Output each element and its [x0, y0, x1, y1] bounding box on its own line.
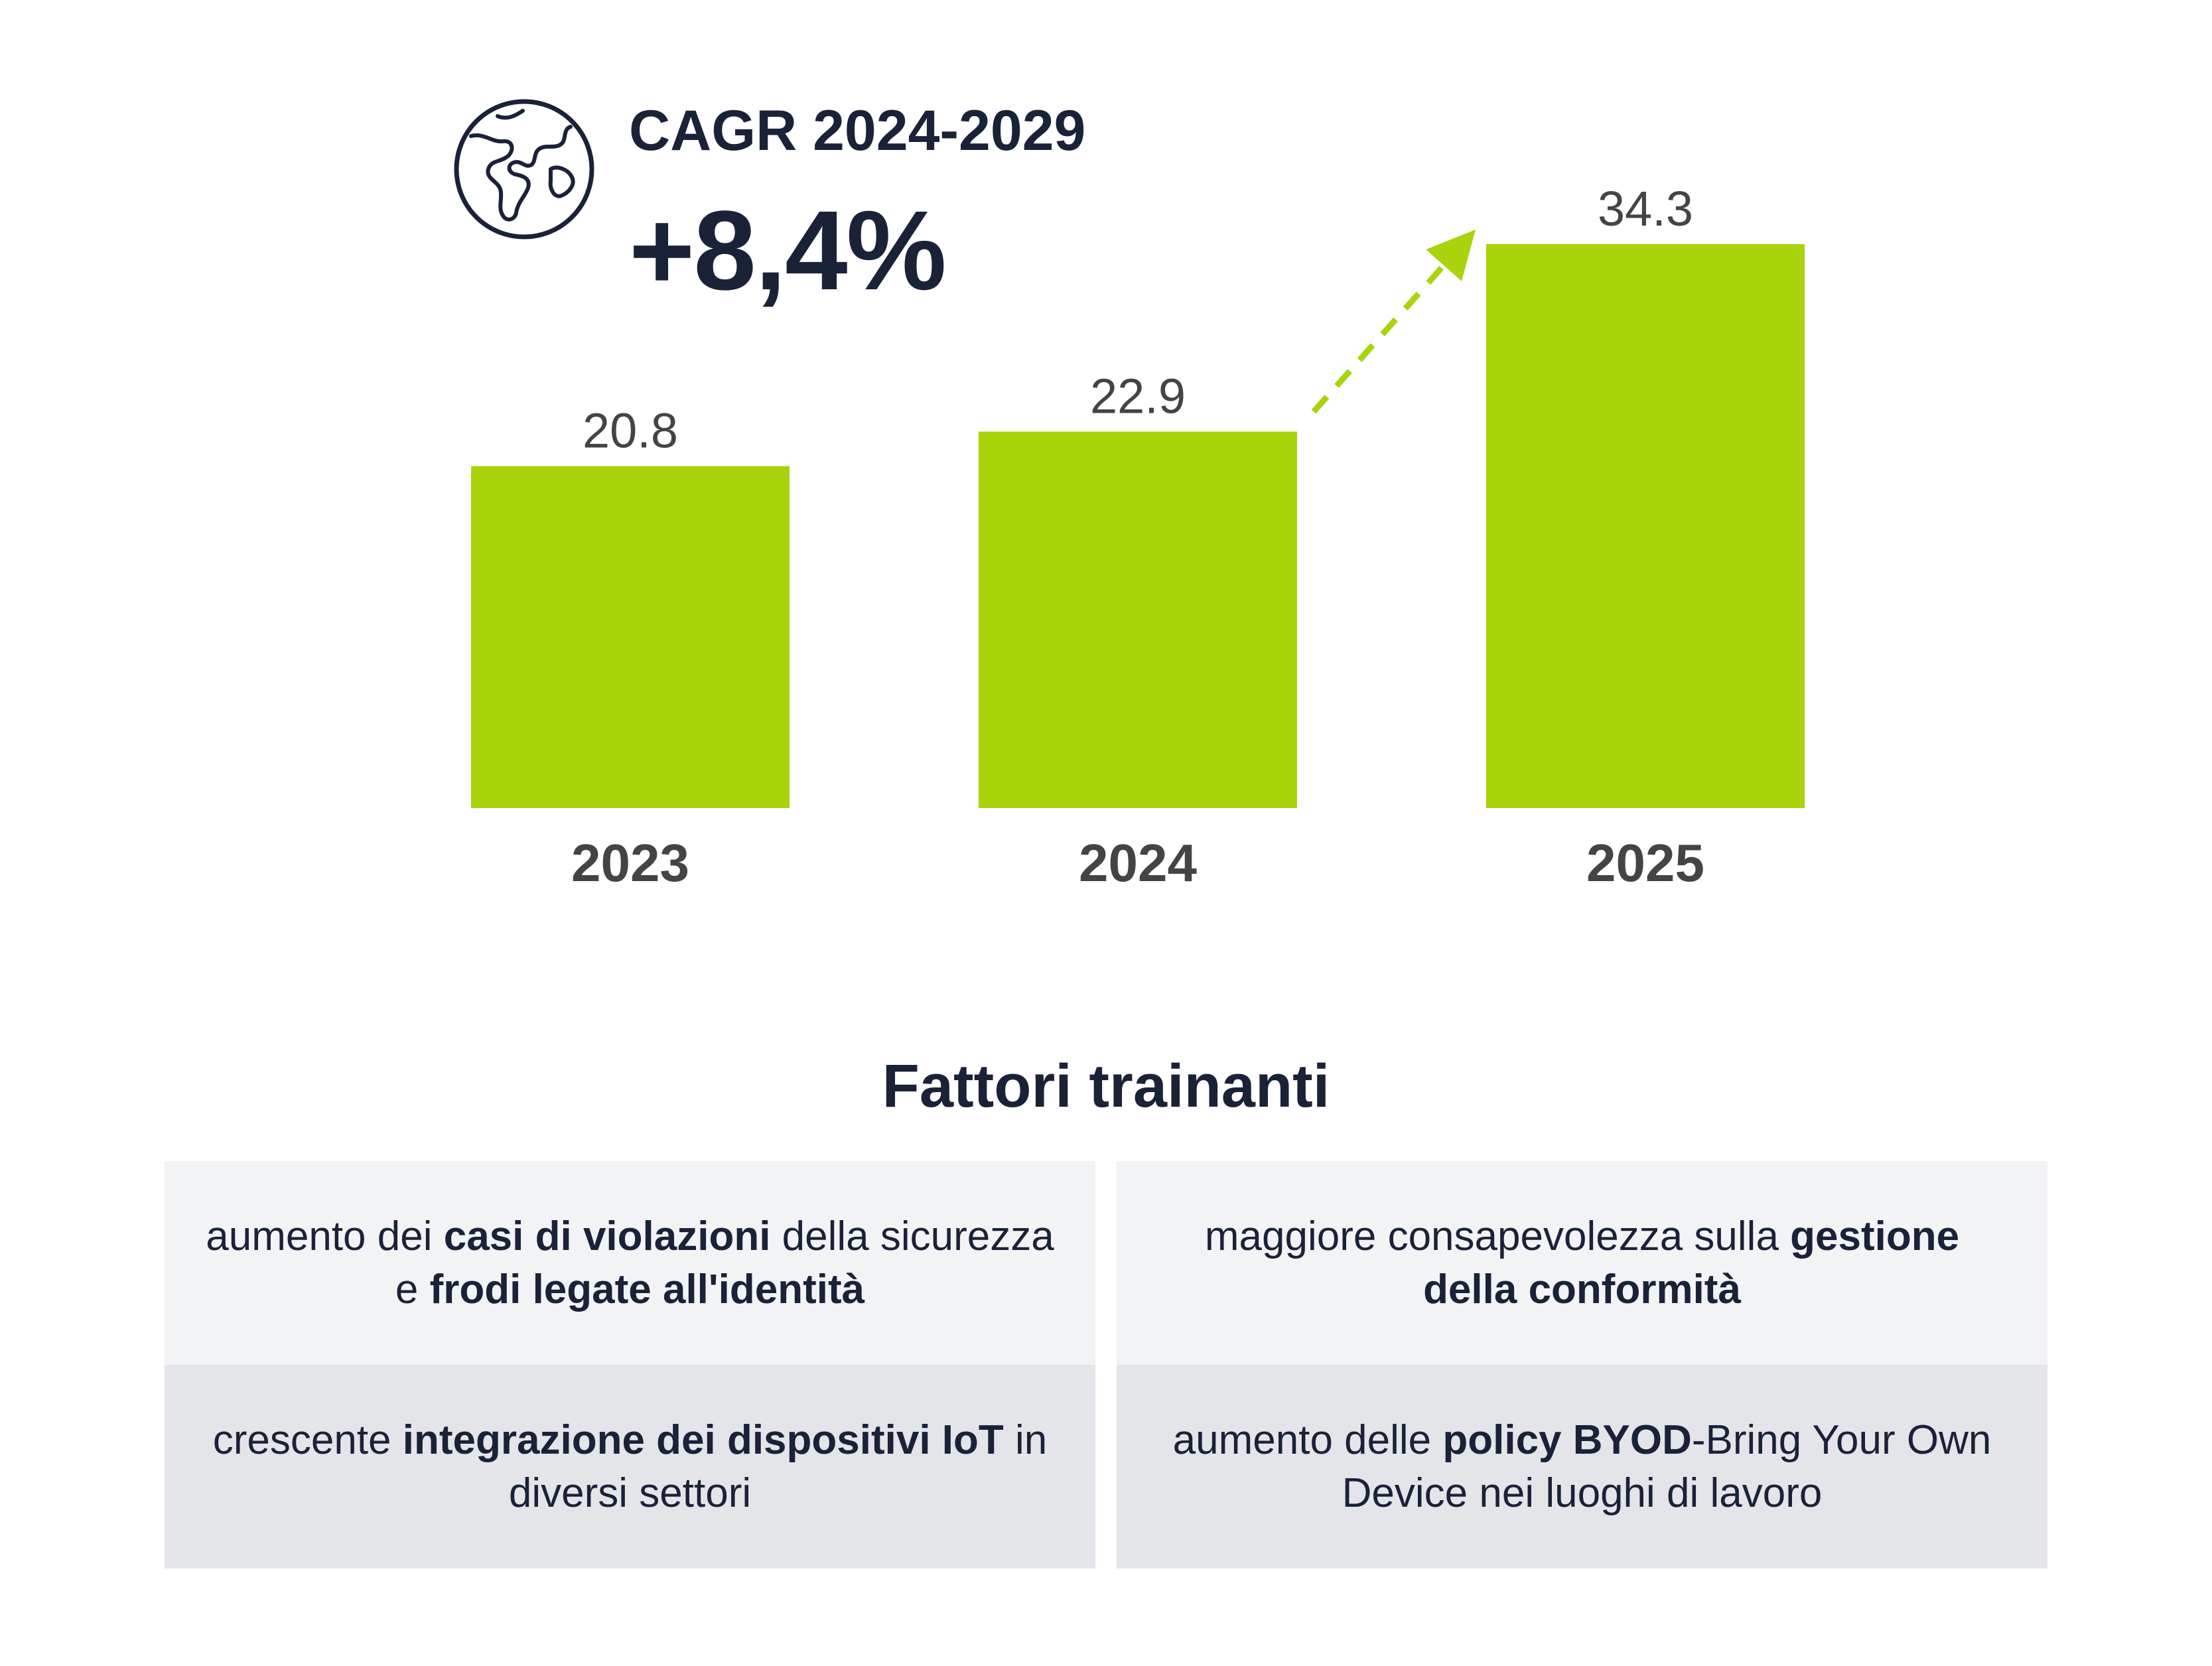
factor-text-regular: in diversi settori: [508, 1417, 1048, 1516]
factor-cell: aumento dei casi di violazioni della sic…: [165, 1161, 1095, 1365]
factor-text-regular: -Bring Your Own Device nei luoghi di lav…: [1342, 1417, 1992, 1516]
category-label: 2023: [571, 833, 689, 892]
factor-text-bold: integrazione dei dispositivi IoT: [402, 1417, 1004, 1463]
factor-text: maggiore consapevolezza sulla gestione d…: [1156, 1210, 2008, 1316]
factor-text-bold: casi di violazioni: [443, 1213, 771, 1259]
factor-text-bold: frodi legate all'identità: [429, 1266, 865, 1312]
factor-cell: crescente integrazione dei dispositivi I…: [165, 1365, 1095, 1568]
cagr-value: +8,4%: [629, 188, 947, 314]
globe-icon: [454, 99, 594, 240]
factor-text-bold: policy BYOD: [1442, 1417, 1692, 1463]
factor-text: crescente integrazione dei dispositivi I…: [204, 1414, 1056, 1520]
bar-2023: [471, 466, 790, 808]
value-label: 34.3: [1598, 181, 1693, 236]
value-label: 22.9: [1090, 369, 1186, 424]
bar-chart: 20.8 2023 22.9 2024 34.3 2025: [471, 181, 1805, 892]
bar-2024: [979, 431, 1297, 808]
factor-text-regular: crescente: [212, 1417, 403, 1463]
growth-arrow: [1311, 230, 1476, 414]
factors-grid: aumento dei casi di violazioni della sic…: [165, 1161, 2047, 1568]
factor-text: aumento dei casi di violazioni della sic…: [204, 1210, 1056, 1316]
factor-text: aumento delle policy BYOD-Bring Your Own…: [1156, 1414, 2008, 1520]
factor-text-regular: maggiore consapevolezza sulla: [1204, 1213, 1791, 1259]
category-label: 2024: [1079, 833, 1197, 892]
factor-text-bold: gestione della conformità: [1423, 1213, 1960, 1312]
factor-text-regular: aumento dei: [206, 1213, 444, 1259]
factors-title: Fattori trainanti: [882, 1052, 1330, 1120]
cagr-title: CAGR 2024-2029: [629, 99, 1086, 163]
value-label: 20.8: [583, 403, 678, 458]
factor-cell: maggiore consapevolezza sulla gestione d…: [1117, 1161, 2047, 1365]
bar-2025: [1486, 244, 1805, 808]
category-label: 2025: [1586, 833, 1704, 892]
factor-text-regular: della sicurezza e: [395, 1213, 1054, 1312]
factor-cell: aumento delle policy BYOD-Bring Your Own…: [1117, 1365, 2047, 1568]
factor-text-regular: aumento delle: [1172, 1417, 1443, 1463]
